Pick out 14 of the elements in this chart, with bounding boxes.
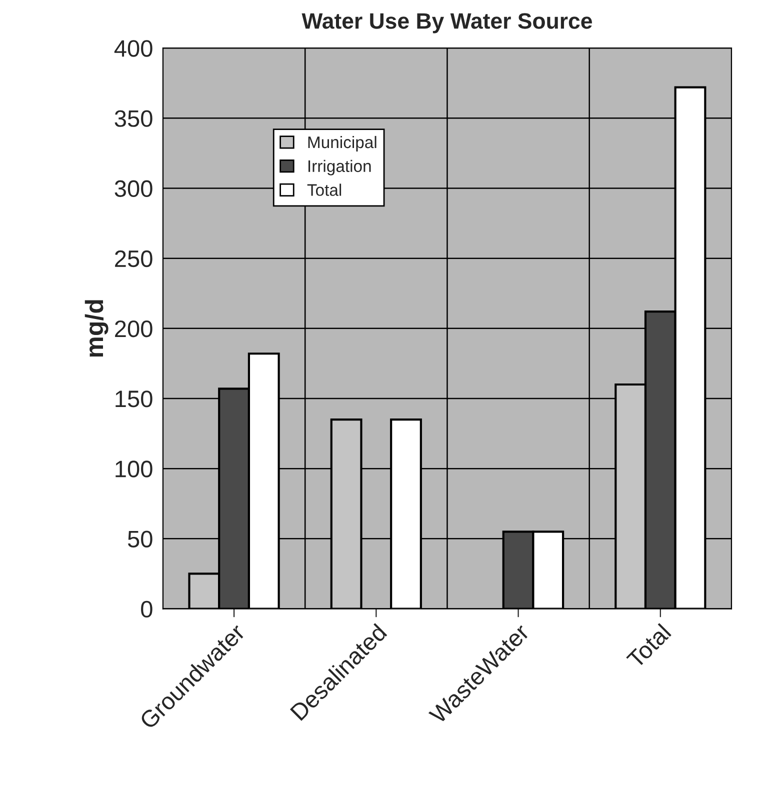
y-tick-label: 50 bbox=[128, 530, 152, 548]
y-tick-label: 250 bbox=[115, 250, 152, 268]
legend-label: Irrigation bbox=[308, 160, 371, 176]
y-tick-label: 150 bbox=[116, 390, 152, 408]
legend-label: Total bbox=[307, 184, 342, 196]
chart-title: Water Use By Water Source bbox=[302, 13, 592, 34]
y-tick-label: 200 bbox=[115, 320, 152, 338]
y-tick-label: 100 bbox=[116, 460, 152, 478]
legend-label: Municipal bbox=[308, 136, 376, 152]
y-tick-label: 400 bbox=[114, 40, 152, 57]
y-tick-label: 350 bbox=[114, 110, 152, 127]
y-tick-label: 0 bbox=[141, 600, 152, 618]
y-tick-label: 300 bbox=[114, 180, 152, 198]
y-axis-title: mg/d bbox=[84, 300, 108, 357]
